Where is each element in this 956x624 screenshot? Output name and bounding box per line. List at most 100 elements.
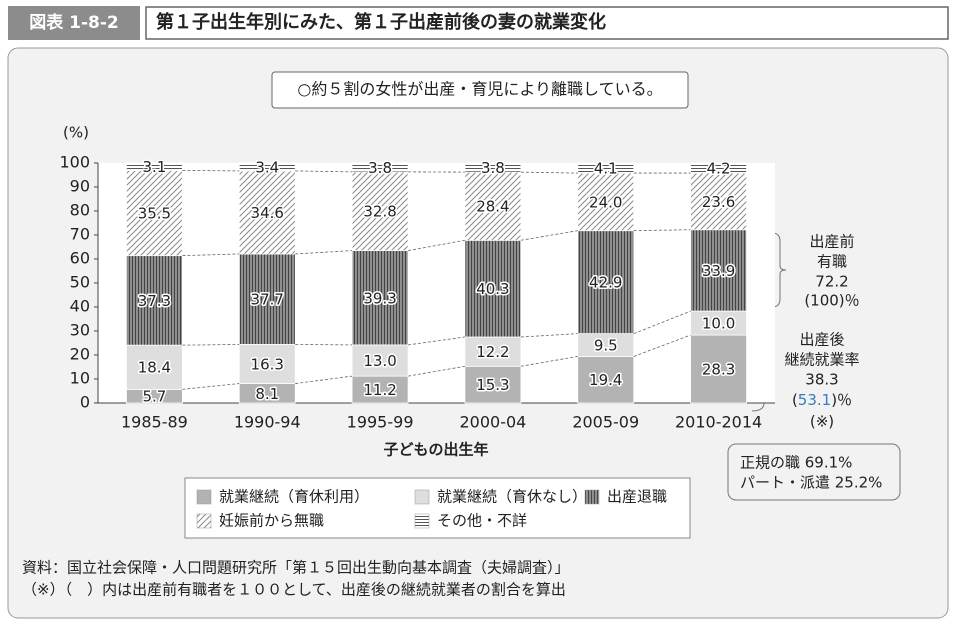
bar-segment [238,162,296,172]
data-label: 5.7 [142,388,166,406]
y-tick-label: 100 [59,153,90,172]
annotation: 有職 [817,253,847,271]
connector-line [520,171,578,174]
data-label: 12.2 [476,343,509,361]
connector-line [182,383,240,390]
footnote: （※）（ ）内は出産前有職者を１００として、出産後の継続就業者の割合を算出 [22,581,566,599]
figure-label: 図表 1-8-2 [29,12,119,33]
title-box [145,6,949,40]
bar-segment [126,170,183,257]
breakdown: 正規の職 69.1% [740,454,852,472]
y-tick-label: 10 [70,369,90,388]
y-tick-label: 40 [70,297,90,316]
connector-line [295,250,353,255]
data-label: 13.0 [363,352,396,370]
annotation-ratio: 53.1 [798,391,831,409]
data-label: 3.8 [481,159,505,177]
legend-swatch [196,489,212,505]
annotation: (53.1)％ [792,391,852,409]
connector-line [182,344,240,346]
legend-swatch [414,513,430,529]
annotation: (※) [810,413,834,431]
legend-label: 妊娠前から無職 [219,512,324,530]
y-tick-label: 0 [80,393,90,412]
data-label: 33.9 [702,262,735,280]
data-label: 4.1 [594,160,618,178]
x-tick-label: 2000-04 [459,413,526,432]
data-label: 19.4 [589,371,622,389]
bar-segment [464,162,522,173]
y-unit: (%) [63,124,89,142]
data-label: 15.3 [476,376,509,394]
legend-label: 出産退職 [607,488,667,506]
bar-segment [464,171,522,241]
footnote: 資料：国立社会保障・人口問題研究所「第１５回出生動向基本調査（夫婦調査）」 [22,559,570,577]
bar-segment [690,162,747,174]
data-label: 24.0 [589,193,622,211]
data-label: 42.9 [589,274,622,292]
data-label: 16.3 [251,356,284,374]
data-label: 3.8 [368,159,392,177]
annotation: 38.3 [805,371,838,389]
bar-segment [577,356,635,404]
bar-segment [351,171,409,252]
y-tick-label: 30 [70,321,90,340]
connector-line [633,334,691,357]
x-tick-label: 1990-94 [234,413,301,432]
y-tick-label: 20 [70,345,90,364]
bar-segment [351,344,409,377]
legend-swatch [196,513,212,529]
annotation: 出産後 [799,331,844,349]
data-label: 40.3 [476,280,509,298]
headline: ○約５割の女性が出産・育児により離職している。 [297,80,662,99]
data-label: 9.5 [594,337,618,355]
bar-segment [238,344,296,384]
y-tick-label: 70 [70,225,90,244]
bar-segment [126,344,183,390]
bar-segment [238,253,296,345]
bar-segment [577,230,635,335]
data-label: 39.3 [363,289,396,307]
y-tick-label: 90 [70,177,90,196]
bar-segment [351,250,409,346]
data-label: 4.2 [707,160,731,178]
bar-segment [577,162,635,174]
bar-segment [351,375,409,404]
bar-segment [238,170,296,255]
x-tick-label: 1995-99 [347,413,414,432]
data-label: 37.3 [138,292,171,310]
bar-segment [126,162,183,171]
data-label: 8.1 [255,385,279,403]
legend-label: その他・不詳 [437,512,527,530]
x-tick-label: 2010-2014 [675,413,762,432]
breakdown-box [727,443,901,501]
data-label: 3.4 [255,158,279,176]
data-label: 23.6 [702,193,735,211]
headline-box [271,71,689,109]
data-label: 10.0 [702,315,735,333]
data-label: 35.5 [138,205,171,223]
data-label: 28.4 [476,198,509,216]
data-label: 3.1 [142,158,166,176]
y-tick-label: 60 [70,249,90,268]
connector-line [295,375,353,384]
connector-line [295,170,353,173]
chart-title: 第１子出生年別にみた、第１子出産前後の妻の就業変化 [156,11,606,33]
x-tick-label: 1985-89 [121,413,188,432]
figure-label-box [8,6,140,40]
data-label: 37.7 [251,291,284,309]
connector-line [520,333,578,338]
legend-label: 就業継続（育休なし） [437,488,587,506]
connector-line [633,310,691,335]
data-label: 28.3 [702,361,735,379]
bar-segment [351,162,409,173]
legend-swatch [414,489,430,505]
data-label: 34.6 [251,204,284,222]
y-tick-label: 50 [70,273,90,292]
breakdown: パート・派遣 25.2% [740,474,882,492]
annotation: 継続就業率 [784,351,859,369]
y-tick-label: 80 [70,201,90,220]
bar-segment [690,310,747,336]
